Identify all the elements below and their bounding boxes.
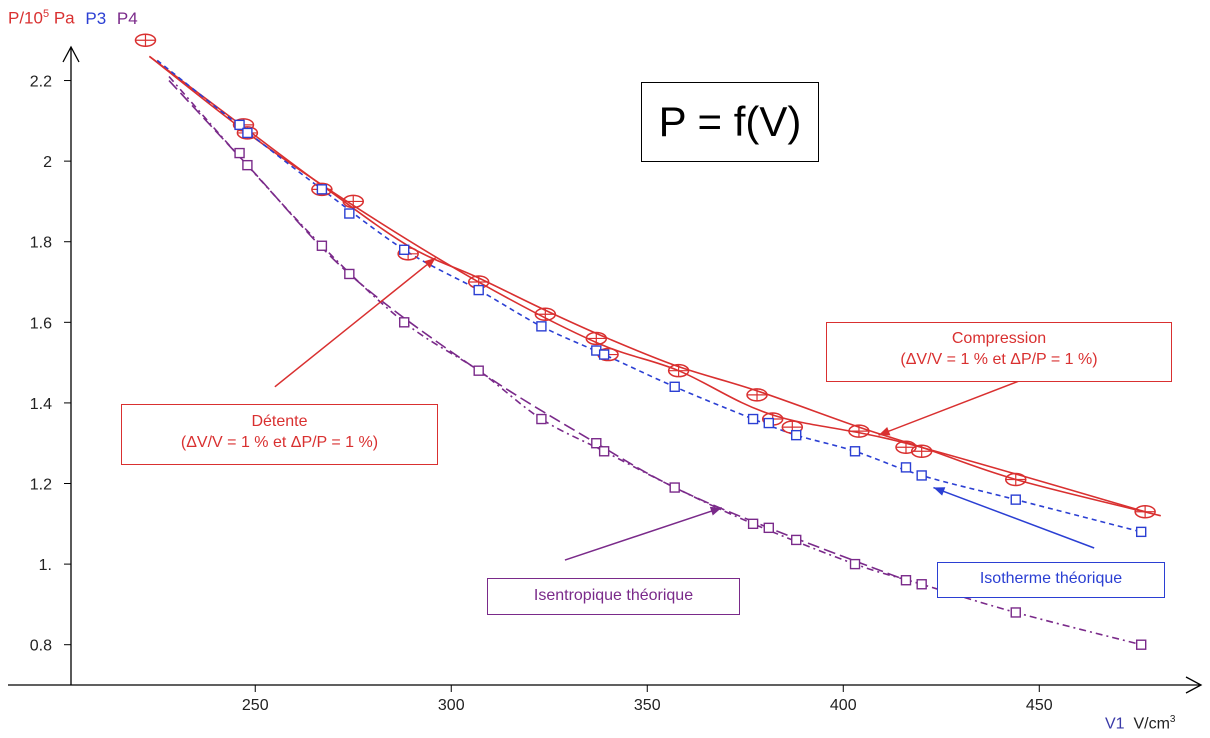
y-tick-label: 1.4 — [30, 396, 52, 413]
data-point-p3 — [916, 470, 927, 481]
data-point-p — [342, 194, 364, 209]
data-point-p4 — [1010, 607, 1021, 618]
data-point-p3 — [536, 321, 547, 332]
data-point-p — [910, 444, 933, 459]
data-point-p4 — [1135, 639, 1147, 650]
formula-text: P = f(V) — [658, 98, 802, 145]
data-point-p4 — [763, 522, 774, 534]
data-point-p — [895, 440, 917, 454]
x-axis-unit: V/cm — [1133, 715, 1170, 733]
detente-annotation: Détente (ΔV/V = 1 % et ΔP/P = 1 %) — [121, 404, 438, 465]
data-point-p3 — [791, 429, 802, 441]
y-tick-label: 2.2 — [30, 74, 52, 91]
data-point-p4 — [669, 482, 680, 493]
axis-layer — [8, 45, 1203, 694]
data-point-p4 — [849, 558, 861, 570]
y-axis-label: P/105 Pa P3 P4 — [8, 8, 138, 29]
data-point-p3 — [242, 127, 253, 139]
x-axis-arrowhead — [1185, 676, 1203, 694]
isotherme-annotation: Isotherme théorique — [937, 562, 1165, 598]
data-point-p4 — [242, 159, 253, 171]
compression-title: Compression — [951, 330, 1047, 347]
x-axis-unit-exp: 3 — [1169, 714, 1176, 725]
data-point-p — [585, 331, 608, 346]
isentropique-annotation: Isentropique théorique — [487, 578, 740, 615]
y-tick-label: 1.6 — [30, 315, 52, 332]
data-point-p4 — [916, 579, 927, 590]
series-label-p3: P3 — [85, 8, 107, 28]
data-point-p4 — [598, 446, 610, 457]
y-tick-label: 1. — [39, 557, 52, 574]
x-axis-variable: V1 — [1105, 715, 1125, 733]
data-point-p4 — [747, 518, 759, 530]
marker-layer — [134, 33, 1156, 650]
x-tick-label: 250 — [242, 697, 269, 714]
data-point-p4 — [316, 240, 328, 251]
data-point-p4 — [791, 534, 802, 546]
data-point-p4 — [900, 575, 912, 586]
y-tick-label: 1.2 — [30, 477, 52, 494]
data-point-p — [534, 307, 557, 322]
y-tick-label: 2 — [43, 154, 52, 171]
series-label-p4: P4 — [116, 8, 138, 28]
data-point-p3 — [763, 417, 774, 429]
data-point-p4 — [399, 317, 410, 328]
isentropique-label: Isentropique théorique — [533, 587, 694, 604]
data-point-p — [134, 33, 157, 47]
x-axis-label: V1 V/cm3 — [1105, 714, 1175, 733]
data-point-p3 — [747, 413, 759, 425]
x-tick-label: 400 — [830, 697, 857, 714]
data-point-p3 — [669, 381, 680, 392]
data-point-p4 — [536, 413, 547, 425]
data-point-p3 — [473, 284, 484, 296]
data-point-p4 — [344, 268, 355, 280]
data-point-p3 — [344, 208, 355, 219]
formula-box: P = f(V) — [641, 82, 819, 162]
data-point-p3 — [900, 462, 912, 473]
detente-detail: (ΔV/V = 1 % et ΔP/P = 1 %) — [180, 434, 379, 451]
data-point-p3 — [598, 349, 610, 360]
compression-detail: (ΔV/V = 1 % et ΔP/P = 1 %) — [900, 351, 1098, 368]
data-point-p — [848, 424, 870, 438]
x-tick-label: 300 — [438, 697, 465, 714]
y-tick-label: 1.8 — [30, 235, 52, 252]
y-axis-arrowhead — [62, 45, 80, 63]
y-axis-label-unit: Pa — [49, 8, 75, 28]
data-point-p3 — [316, 184, 328, 195]
y-axis-label-exp: 5 — [42, 8, 50, 20]
data-point-p — [1134, 504, 1156, 519]
data-point-p3 — [1010, 494, 1021, 505]
y-tick-label: 0.8 — [30, 638, 52, 655]
annotation-arrow — [933, 486, 1095, 549]
compression-annotation: Compression (ΔV/V = 1 % et ΔP/P = 1 %) — [826, 322, 1172, 382]
isotherme-label: Isotherme théorique — [979, 570, 1123, 587]
data-point-p — [1005, 472, 1027, 487]
data-point-p3 — [234, 119, 245, 131]
data-point-p — [746, 388, 768, 402]
annotation-arrow — [564, 506, 722, 561]
annotation-arrow — [274, 257, 437, 388]
data-point-p3 — [399, 244, 410, 255]
x-tick-label: 450 — [1026, 697, 1053, 714]
x-tick-label: 350 — [634, 697, 661, 714]
detente-title: Détente — [251, 413, 308, 430]
data-point-p3 — [849, 446, 861, 457]
data-point-p — [667, 363, 690, 378]
y-axis-label-p: P/10 — [8, 8, 43, 28]
data-point-p3 — [1135, 526, 1147, 538]
data-point-p4 — [473, 365, 484, 376]
data-point-p4 — [591, 438, 602, 449]
data-point-p4 — [234, 147, 245, 159]
